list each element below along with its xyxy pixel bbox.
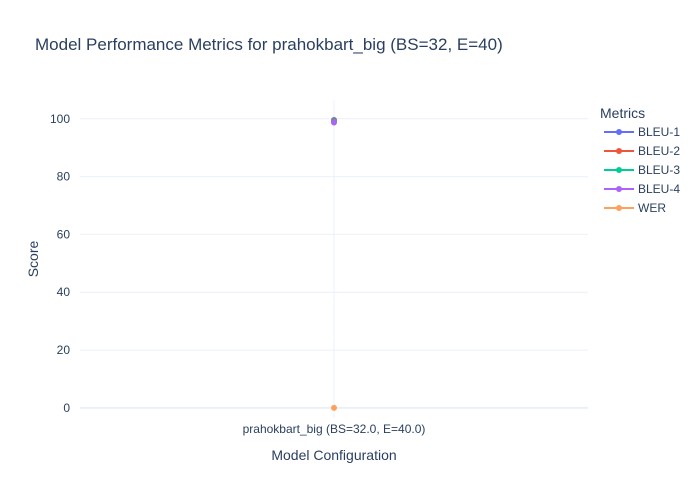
- data-points: [331, 116, 337, 411]
- x-axis-title: Model Configuration: [271, 447, 396, 463]
- legend-marker-icon: [616, 129, 622, 135]
- legend-item-bleu-3[interactable]: BLEU-3: [604, 163, 680, 177]
- data-point-wer: [331, 404, 337, 411]
- legend-item-bleu-4[interactable]: BLEU-4: [604, 182, 680, 196]
- legend-marker-icon: [616, 205, 622, 211]
- legend-marker-icon: [616, 167, 622, 173]
- legend-label: BLEU-1: [638, 125, 680, 139]
- legend-label: BLEU-2: [638, 144, 680, 158]
- legend-label: BLEU-3: [638, 163, 680, 177]
- x-tick-label: prahokbart_big (BS=32.0, E=40.0): [243, 422, 426, 436]
- y-tick-label: 60: [57, 227, 71, 241]
- legend-item-wer[interactable]: WER: [604, 201, 666, 215]
- y-tick-label: 40: [57, 285, 71, 299]
- legend-label: BLEU-4: [638, 182, 680, 196]
- y-tick-label: 0: [63, 401, 70, 415]
- y-tick-label: 100: [50, 112, 70, 126]
- legend: Metrics BLEU-1 BLEU-2 BLEU-3 BLEU-4 WER: [600, 105, 680, 215]
- legend-marker-icon: [616, 186, 622, 192]
- y-tick-labels: 0 20 40 60 80 100: [50, 112, 70, 415]
- legend-marker-icon: [616, 148, 622, 154]
- x-tick-labels: prahokbart_big (BS=32.0, E=40.0): [243, 422, 426, 436]
- y-tick-label: 80: [57, 170, 71, 184]
- y-tick-label: 20: [57, 343, 71, 357]
- legend-label: WER: [638, 201, 666, 215]
- legend-item-bleu-2[interactable]: BLEU-2: [604, 144, 680, 158]
- y-axis-title: Score: [25, 241, 41, 278]
- legend-item-bleu-1[interactable]: BLEU-1: [604, 125, 680, 139]
- chart-title: Model Performance Metrics for prahokbart…: [35, 35, 503, 54]
- legend-title: Metrics: [600, 105, 645, 121]
- data-point-bleu-4: [331, 119, 337, 126]
